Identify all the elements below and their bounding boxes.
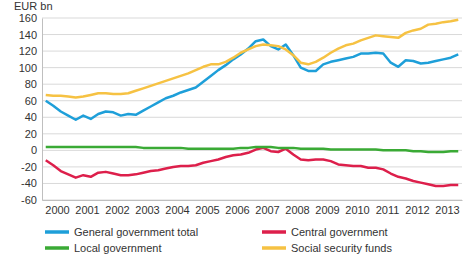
tick-label: 2012 <box>405 204 429 216</box>
x-axis: 2000 2001 2002 2003 2004 2005 2006 2007 2008 2009… <box>43 200 463 216</box>
tick: -20 <box>21 161 42 173</box>
tick: 80 <box>25 78 42 90</box>
legend-swatch <box>45 230 69 234</box>
tick-label: 2010 <box>345 204 369 216</box>
tick: 2008 <box>285 200 309 216</box>
legend-swatch <box>262 230 286 234</box>
tick: 2013 <box>435 200 459 216</box>
tick: 2012 <box>405 200 429 216</box>
tick-label: 20 <box>25 128 37 140</box>
grid-line <box>42 18 462 19</box>
tick: -60 <box>21 194 42 206</box>
tick: 0 <box>31 144 42 156</box>
tick: 2003 <box>135 200 159 216</box>
tick: 2010 <box>345 200 369 216</box>
tick-label: 2002 <box>105 204 129 216</box>
series-line <box>46 147 459 152</box>
tick-label: 140 <box>19 29 37 41</box>
legend-swatch <box>262 246 286 250</box>
tick-label: -20 <box>21 161 37 173</box>
chart-container: -60-40-200204060801001201401602000200120… <box>0 0 470 260</box>
tick-label: 2004 <box>165 204 189 216</box>
tick: 2000 <box>45 200 69 216</box>
tick-label: 80 <box>25 78 37 90</box>
axis-line <box>42 19 43 201</box>
grid-line <box>42 34 462 35</box>
tick-label: 120 <box>19 45 37 57</box>
tick: 20 <box>25 128 42 140</box>
tick: -40 <box>21 177 42 189</box>
grid-line <box>42 183 462 184</box>
grid-line <box>42 133 462 134</box>
legend: General government total Central governme… <box>45 226 392 254</box>
legend-label: Local government <box>74 242 161 254</box>
legend-swatch <box>45 246 69 250</box>
tick: 2002 <box>105 200 129 216</box>
legend-label: General government total <box>74 226 198 238</box>
series-line <box>46 40 459 120</box>
tick: 140 <box>19 29 42 41</box>
tick: 2011 <box>376 200 400 216</box>
series-line <box>46 148 459 186</box>
tick-label: 60 <box>25 95 37 107</box>
tick-label: 2001 <box>75 204 99 216</box>
tick: 2005 <box>195 200 219 216</box>
lines <box>46 20 459 186</box>
grid-line <box>42 84 462 85</box>
tick-label: 2000 <box>45 204 69 216</box>
axis-title: EUR bn <box>14 0 53 12</box>
grid <box>42 18 462 200</box>
y-axis: -60 -40 -20 0 20 40 60 80 100 120 140 160 <box>19 12 43 206</box>
grid-line <box>42 51 462 52</box>
tick: 2006 <box>225 200 249 216</box>
tick-label: 2003 <box>135 204 159 216</box>
grid-line <box>42 117 462 118</box>
tick: 2009 <box>315 200 339 216</box>
tick: 60 <box>25 95 42 107</box>
tick-label: 2006 <box>225 204 249 216</box>
tick: 2007 <box>255 200 279 216</box>
grid-line <box>42 100 462 101</box>
grid-line <box>42 200 462 201</box>
tick-label: 40 <box>25 111 37 123</box>
tick-label: 160 <box>19 12 37 24</box>
tick: 40 <box>25 111 42 123</box>
tick-label: 2007 <box>255 204 279 216</box>
tick: 2001 <box>75 200 99 216</box>
tick: 100 <box>19 62 42 74</box>
tick-label: 0 <box>31 144 37 156</box>
legend-label: Social security funds <box>291 242 392 254</box>
tick-label: -60 <box>21 194 37 206</box>
tick-label: 2005 <box>195 204 219 216</box>
series-line <box>46 20 459 98</box>
tick-label: 2008 <box>285 204 309 216</box>
axis-line <box>43 200 463 201</box>
tick: 2004 <box>165 200 189 216</box>
tick-label: 100 <box>19 62 37 74</box>
tick: 120 <box>19 45 42 57</box>
tick-label: -40 <box>21 177 37 189</box>
tick-label: 2011 <box>376 204 400 216</box>
tick-label: 2009 <box>315 204 339 216</box>
chart: -60-40-200204060801001201401602000200120… <box>0 0 470 260</box>
grid-line <box>42 166 462 167</box>
tick-label: 2013 <box>435 204 459 216</box>
tick: 160 <box>19 12 42 24</box>
legend-label: Central government <box>291 226 388 238</box>
